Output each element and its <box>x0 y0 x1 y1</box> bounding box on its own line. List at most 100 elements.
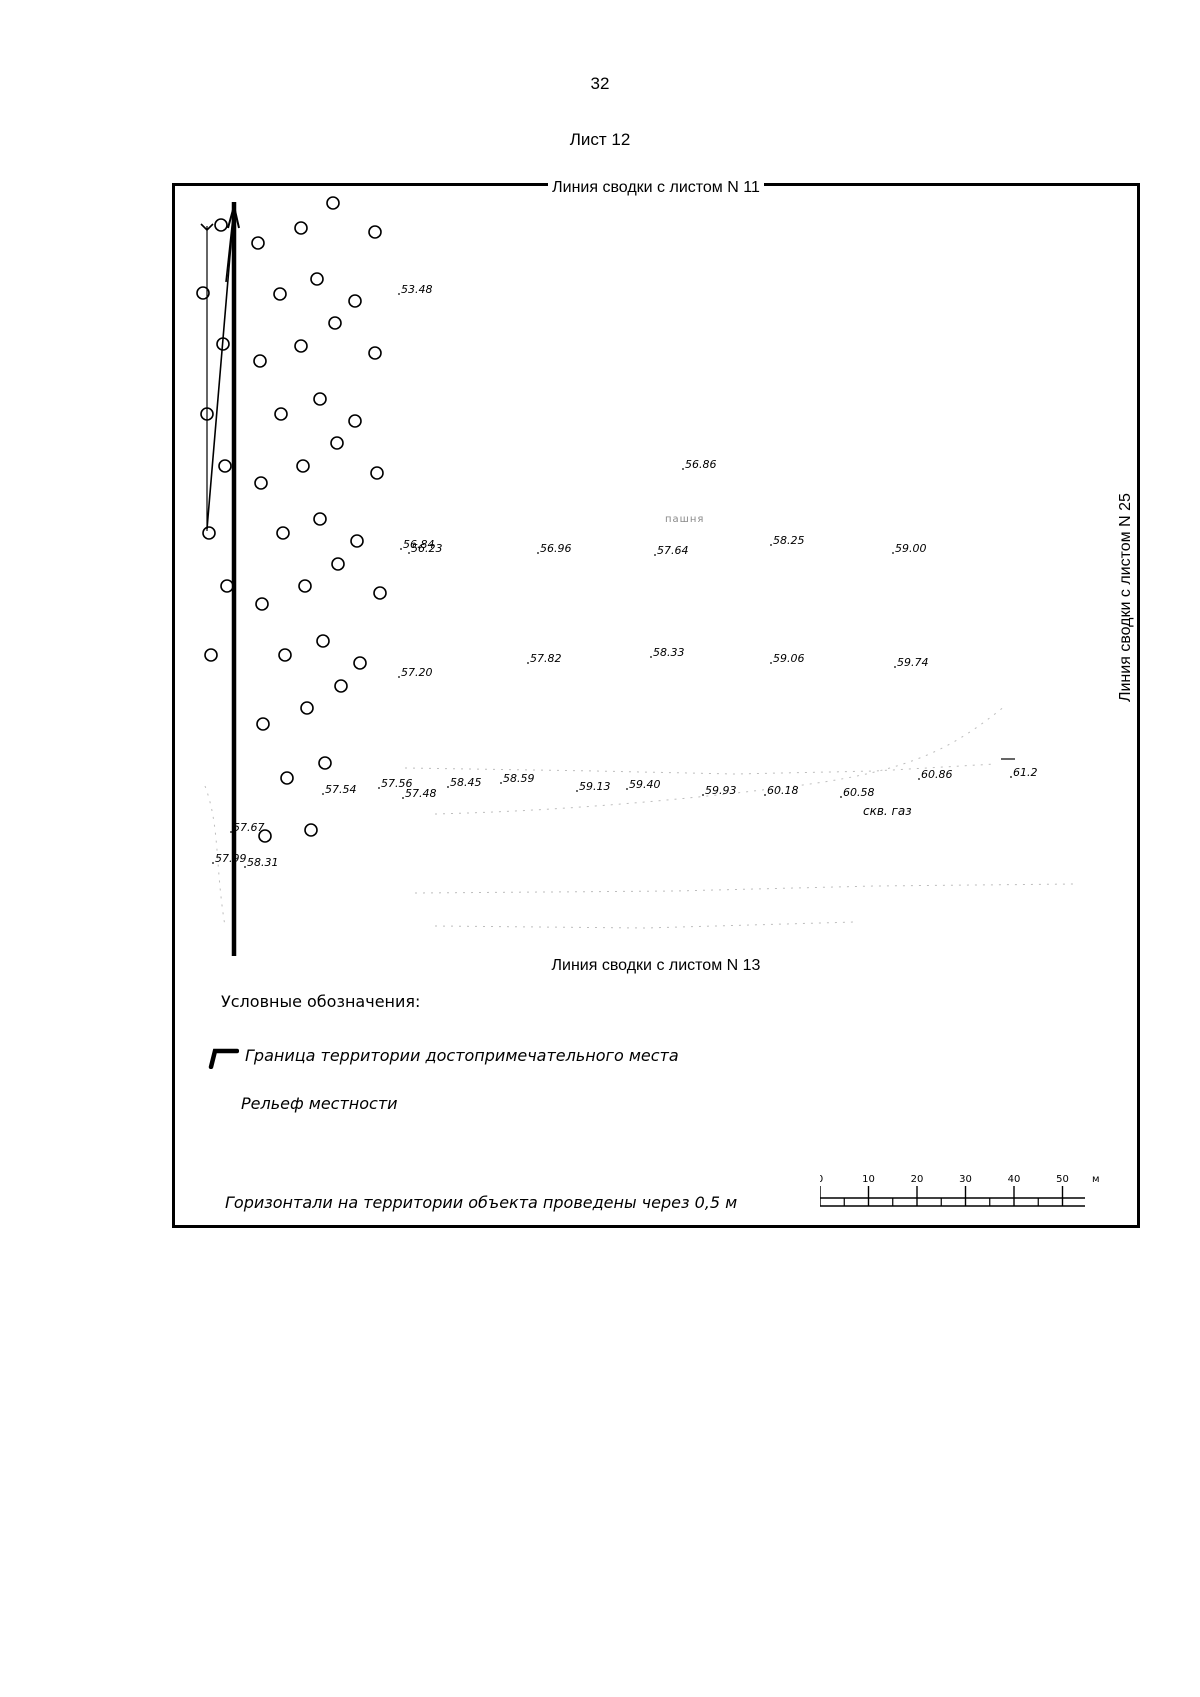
tree-symbol-39 <box>256 717 270 731</box>
tree-symbol-43 <box>258 829 272 843</box>
elevation-point-e19 <box>576 790 578 792</box>
elevation-point-e22 <box>764 794 766 796</box>
elevation-point-e7 <box>770 544 772 546</box>
elevation-point-e3 <box>400 548 402 550</box>
edge-label-bottom: Линия сводки с листом N 13 <box>175 957 1137 975</box>
elevation-label-e25: 61.2 <box>1013 766 1038 779</box>
elevation-label-e11: 58.33 <box>653 646 685 659</box>
elevation-label-e24: 60.86 <box>921 768 953 781</box>
elevation-point-e9 <box>398 676 400 678</box>
elevation-point-e15 <box>378 787 380 789</box>
elevation-point-e13 <box>894 666 896 668</box>
elevation-point-e20 <box>626 788 628 790</box>
elevation-point-e16 <box>402 797 404 799</box>
trees-layer <box>196 196 387 843</box>
elevation-label-e22: 60.18 <box>767 784 799 797</box>
scale-tick-label-20: 20 <box>911 1174 924 1185</box>
elevation-label-e4: 56.23 <box>411 542 443 555</box>
scale-tick-label-50: 50 <box>1056 1174 1069 1185</box>
page-number: 32 <box>590 74 610 93</box>
elevation-point-e17 <box>447 786 449 788</box>
elevation-label-e15: 57.56 <box>381 777 413 790</box>
tree-symbol-30 <box>373 586 387 600</box>
tree-symbol-14 <box>216 337 230 351</box>
tree-symbol-21 <box>370 466 384 480</box>
scale-unit: м <box>1092 1174 1100 1185</box>
elevation-point-e28 <box>244 866 246 868</box>
boundary-symbol-icon <box>208 1048 239 1069</box>
legend-relief-row: Рельеф местности <box>241 1094 398 1113</box>
edge-label-top-text: Линия сводки с листом N 11 <box>548 179 764 196</box>
tree-symbol-35 <box>353 656 367 670</box>
elevation-label-e16: 57.48 <box>405 787 437 800</box>
legend-boundary-row: Граница территории достопримечательного … <box>205 1041 679 1069</box>
elevation-label-e5: 56.96 <box>540 542 572 555</box>
tree-symbol-15 <box>313 392 327 406</box>
tree-symbol-11 <box>294 339 308 353</box>
elevation-label-e9: 57.20 <box>401 666 433 679</box>
elevation-point-e4 <box>408 552 410 554</box>
elevation-label-e20: 59.40 <box>629 778 661 791</box>
elevation-label-e21: 59.93 <box>705 784 737 797</box>
edge-label-bottom-text: Линия сводки с листом N 13 <box>547 957 765 974</box>
legend-relief-label: Рельеф местности <box>241 1094 398 1113</box>
scale-tick-label-30: 30 <box>959 1174 972 1185</box>
tree-symbol-6 <box>310 272 324 286</box>
tree-symbol-38 <box>300 701 314 715</box>
elevation-label-e3: 56.84 <box>403 538 435 551</box>
tree-symbol-29 <box>298 579 312 593</box>
elevation-label-e12: 59.06 <box>773 652 805 665</box>
legend-boundary-label: Граница территории достопримечательного … <box>245 1045 679 1065</box>
elevation-label-e19: 59.13 <box>579 780 611 793</box>
elevation-point-e24 <box>918 778 920 780</box>
elevation-label-e14: 57.54 <box>325 783 357 796</box>
elevation-label-e2: 56.86 <box>685 458 717 471</box>
tree-symbol-26 <box>350 534 364 548</box>
scale-tick-label-40: 40 <box>1008 1174 1021 1185</box>
tree-symbol-3 <box>368 225 382 239</box>
contour-note: Горизонтали на территории объекта провед… <box>225 1193 738 1212</box>
edge-label-right-text: Линия сводки с листом N 25 <box>1117 489 1135 706</box>
site-boundary <box>200 202 240 956</box>
tree-symbol-9 <box>196 286 210 300</box>
edge-label-top: Линия сводки с листом N 11 <box>175 179 1137 197</box>
elevation-label-e26: 57.67 <box>233 821 265 834</box>
elevation-point-e10 <box>527 662 529 664</box>
tree-symbol-17 <box>348 414 362 428</box>
elevation-point-e27 <box>212 862 214 864</box>
scale-bar: 0 10 20 30 40 50 м <box>820 1174 1100 1207</box>
map-frame: 53.48 56.86 56.84 56.23 56.96 57.64 58.25 59.00… <box>172 179 1140 1228</box>
tree-symbol-2 <box>294 221 308 235</box>
tree-symbol-28 <box>331 557 345 571</box>
elevation-point-e8 <box>892 552 894 554</box>
tree-symbol-37 <box>334 679 348 693</box>
tree-symbol-27 <box>202 526 216 540</box>
elevation-point-e21 <box>702 794 704 796</box>
tree-symbol-16 <box>274 407 288 421</box>
legend-title: Условные обозначения: <box>221 992 421 1011</box>
tree-symbol-42 <box>304 823 318 837</box>
elevation-label-e7: 58.25 <box>773 534 805 547</box>
scale-tick-label-0: 0 <box>820 1174 823 1185</box>
tree-symbol-8 <box>348 294 362 308</box>
elevation-point-e18 <box>500 782 502 784</box>
elevation-point-e23 <box>840 796 842 798</box>
tree-symbol-41 <box>280 771 294 785</box>
tree-symbol-10 <box>328 316 342 330</box>
elevation-point-e1 <box>398 293 400 295</box>
tree-symbol-12 <box>368 346 382 360</box>
elevation-label-e28: 58.31 <box>247 856 279 869</box>
tree-symbol-31 <box>255 597 269 611</box>
tree-symbol-23 <box>218 459 232 473</box>
elevation-point-e14 <box>322 793 324 795</box>
elevation-point-e26 <box>230 831 232 833</box>
tree-symbol-40 <box>318 756 332 770</box>
elevation-label-e27: 57.99 <box>215 852 247 865</box>
elevation-label-e13: 59.74 <box>897 656 929 669</box>
elevation-label-e18: 58.59 <box>503 772 535 785</box>
elevation-point-e6 <box>654 554 656 556</box>
elevation-label-e6: 57.64 <box>657 544 689 557</box>
tree-symbol-25 <box>276 526 290 540</box>
tree-symbol-1 <box>326 196 340 210</box>
